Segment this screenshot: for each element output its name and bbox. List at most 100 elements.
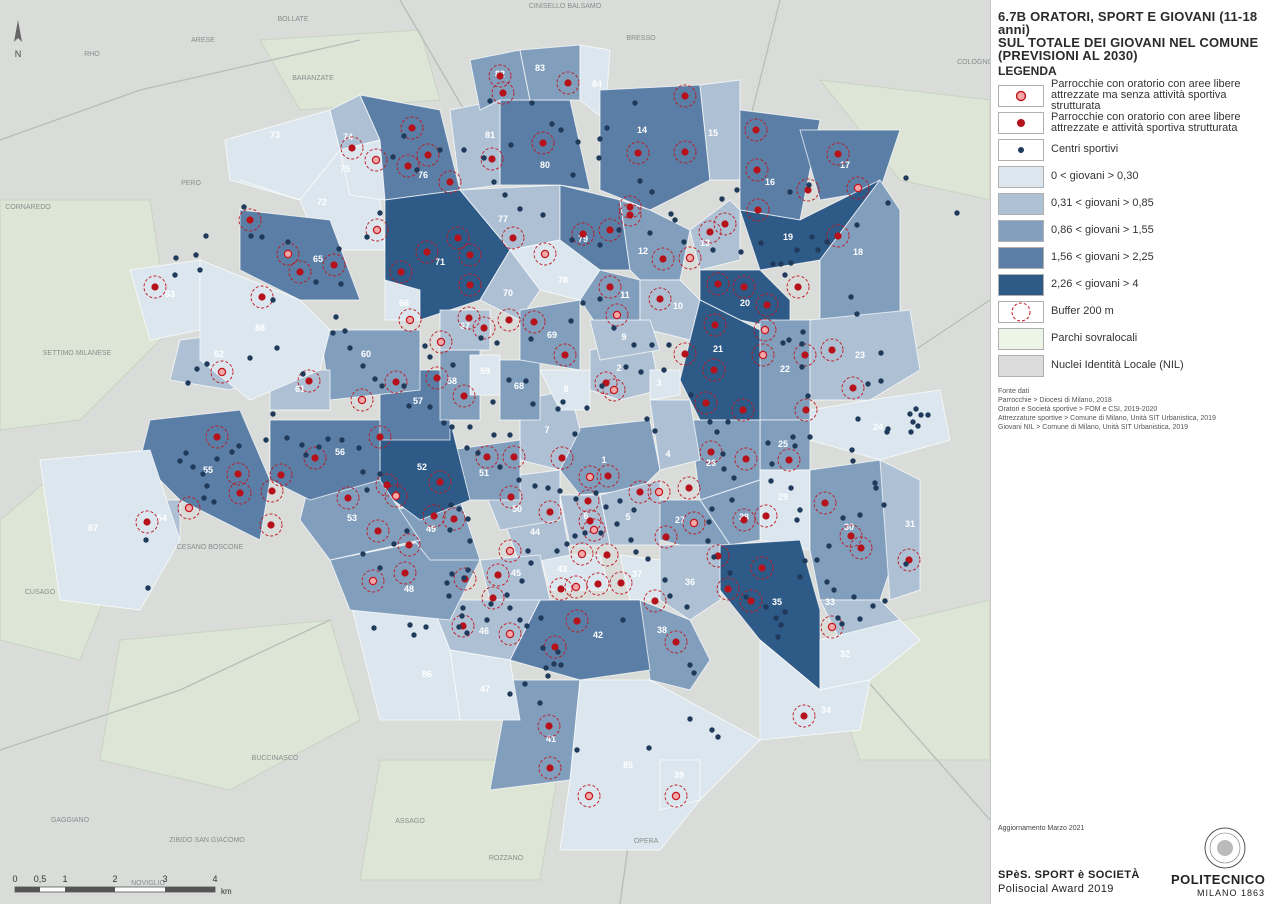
nil-number: 21 [713, 344, 723, 354]
parish-with-sport [740, 283, 748, 291]
nil-number: 44 [530, 527, 540, 537]
sport-center [770, 261, 776, 267]
buffer-200m [755, 293, 779, 317]
nil-79 [559, 184, 631, 271]
sport-center [360, 551, 366, 557]
sport-center [524, 623, 530, 629]
nil-number: 10 [673, 301, 683, 311]
legend-label: 1,56 < giovani > 2,25 [1051, 251, 1154, 263]
sport-center [570, 172, 576, 178]
sport-center [377, 565, 383, 571]
buffer-200m [703, 313, 727, 337]
parish-with-sport [383, 481, 391, 489]
sport-center [802, 558, 808, 564]
nil-number: 20 [740, 298, 750, 308]
nil-number: 39 [674, 770, 684, 780]
buffer-200m [480, 147, 504, 171]
sport-center [464, 445, 470, 451]
sport-center [597, 136, 603, 142]
sport-center [849, 447, 855, 453]
nil-number: 73 [270, 130, 280, 140]
sport-center [284, 435, 290, 441]
parish-with-sport [762, 512, 770, 520]
parish-without-sport [571, 582, 581, 592]
nil-number: 16 [765, 177, 775, 187]
sport-center [338, 281, 344, 287]
parish-with-sport [672, 638, 680, 646]
sport-center [545, 673, 551, 679]
sport-center [555, 649, 561, 655]
class1-swatch [998, 165, 1044, 188]
sport-center [572, 533, 578, 539]
buffer-200m [713, 212, 737, 236]
sport-center [506, 377, 512, 383]
nil-number: 68 [514, 381, 524, 391]
sport-center [465, 567, 471, 573]
sport-center [873, 485, 879, 491]
buffer-200m [702, 358, 726, 382]
buffer-200m [565, 609, 589, 633]
sport-center [336, 246, 342, 252]
buffer-200m [571, 222, 595, 246]
sport-center [623, 364, 629, 370]
sport-center [484, 617, 490, 623]
parish-without-sport [405, 315, 415, 325]
parish-without-sport [357, 395, 367, 405]
sport-center [465, 516, 471, 522]
nil-number: 7 [544, 425, 549, 435]
parish-with-sport [739, 406, 747, 414]
sport-center [427, 404, 433, 410]
sport-center [364, 487, 370, 493]
nil-67 [439, 309, 491, 351]
sport-center [214, 456, 220, 462]
sport-center [647, 230, 653, 236]
sport-center [794, 247, 800, 253]
milan-nil-map[interactable]: 7372747576717778707980818283841415161719… [0, 0, 990, 904]
sport-center [668, 211, 674, 217]
parish-with-sport [510, 453, 518, 461]
sport-center [681, 239, 687, 245]
nil-87 [39, 449, 181, 611]
parish-with-sport [546, 508, 554, 516]
nil-14 [599, 84, 711, 211]
sport-center [885, 200, 891, 206]
buffer-200m [438, 170, 462, 194]
sport-center [525, 548, 531, 554]
sport-center [517, 206, 523, 212]
map-title-line2: SUL TOTALE DEI GIOVANI NEL COMUNE [998, 35, 1259, 50]
sport-center [339, 437, 345, 443]
sport-center [907, 411, 913, 417]
buffer-200m [250, 285, 274, 309]
parish-with-sport [505, 316, 513, 324]
parish-with-sport [296, 268, 304, 276]
buffer-200m [706, 272, 730, 296]
parish-with-sport [494, 571, 502, 579]
buffer-200m [582, 518, 606, 542]
parish-with-sport [561, 351, 569, 359]
buffer-200m [228, 481, 252, 505]
nil-number: 22 [780, 364, 790, 374]
legend-item-nil: Nuclei Identità Locale (NIL) [998, 352, 1272, 379]
parish-with-sport [376, 433, 384, 441]
parish-with-sport [828, 346, 836, 354]
nil-82 [469, 49, 531, 111]
sport-center [487, 98, 493, 104]
sport-center [715, 734, 721, 740]
sport-center [204, 361, 210, 367]
sport-center [270, 297, 276, 303]
sport-center [799, 341, 805, 347]
place-label: CESANO BOSCONE [177, 544, 244, 551]
buffer-200m [453, 567, 477, 591]
sport-center [925, 412, 931, 418]
legend-item-class3: 0,86 < giovani > 1,55 [998, 217, 1272, 244]
buffer-200m [651, 247, 675, 271]
sport-center [954, 210, 960, 216]
sport-center [406, 403, 412, 409]
spes-credit: SPèS. SPORT è SOCIETÀ Polisocial Award 2… [998, 868, 1140, 896]
parish-with-sport [530, 318, 538, 326]
nil-number: 58 [447, 376, 457, 386]
sport-center [580, 300, 586, 306]
sport-center [878, 378, 884, 384]
sport-center [236, 443, 242, 449]
sport-center [449, 571, 455, 577]
